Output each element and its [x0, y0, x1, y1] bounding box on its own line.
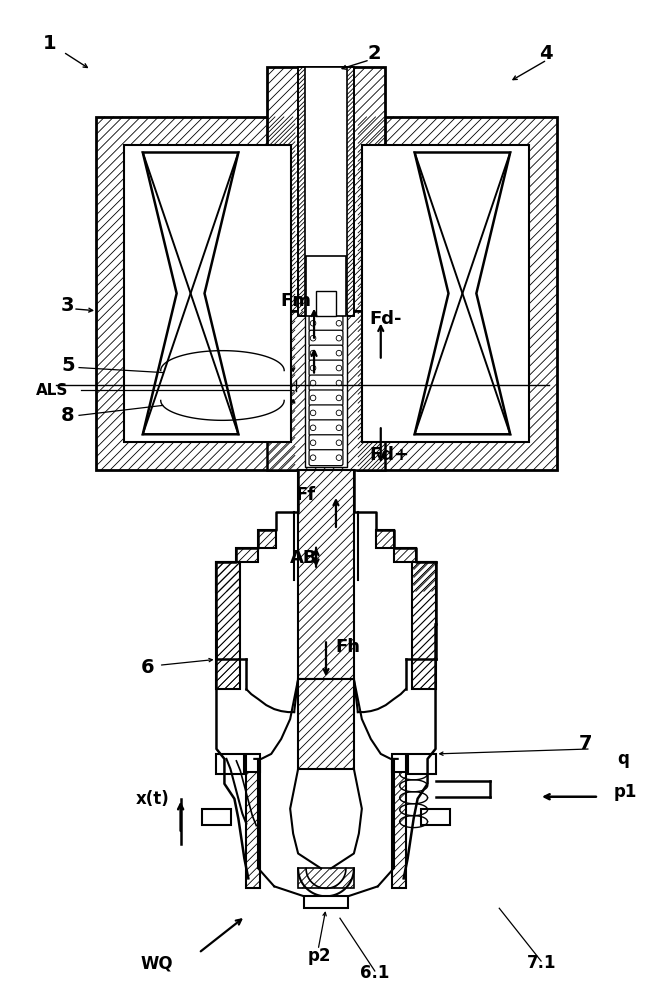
FancyBboxPatch shape	[309, 435, 343, 451]
Text: 2: 2	[368, 44, 381, 63]
FancyBboxPatch shape	[309, 375, 343, 391]
Circle shape	[310, 335, 316, 341]
Bar	[246, 754, 261, 772]
Bar	[202, 809, 231, 825]
Bar	[246, 759, 261, 888]
Circle shape	[310, 380, 316, 386]
Circle shape	[336, 320, 342, 326]
Bar	[392, 754, 406, 772]
FancyBboxPatch shape	[309, 405, 343, 421]
Bar	[298, 67, 354, 316]
Text: WQ: WQ	[141, 954, 174, 972]
Text: p2: p2	[308, 947, 332, 965]
Text: q: q	[617, 750, 629, 768]
Text: 4: 4	[539, 44, 552, 63]
Bar	[306, 256, 346, 316]
Bar	[305, 314, 347, 467]
Circle shape	[310, 365, 316, 371]
Text: Fd-: Fd-	[370, 310, 402, 328]
Circle shape	[336, 335, 342, 341]
FancyBboxPatch shape	[309, 390, 343, 406]
Circle shape	[310, 395, 316, 401]
Text: Fh: Fh	[335, 638, 360, 656]
Text: Fd+: Fd+	[370, 446, 410, 464]
Circle shape	[310, 455, 316, 460]
Circle shape	[336, 455, 342, 460]
FancyBboxPatch shape	[309, 345, 343, 361]
Text: 8: 8	[61, 406, 74, 425]
Bar	[96, 117, 295, 470]
Text: Fm: Fm	[280, 292, 311, 310]
Bar	[217, 562, 240, 689]
Circle shape	[310, 425, 316, 431]
Circle shape	[336, 410, 342, 416]
Bar	[411, 562, 436, 689]
FancyBboxPatch shape	[309, 315, 343, 331]
Text: p1: p1	[614, 783, 637, 801]
Bar	[236, 548, 259, 562]
Circle shape	[336, 380, 342, 386]
Text: 6.1: 6.1	[360, 964, 389, 982]
Bar	[413, 562, 436, 592]
Bar	[392, 759, 406, 888]
Text: Ff: Ff	[295, 486, 315, 504]
Circle shape	[336, 395, 342, 401]
Polygon shape	[143, 152, 238, 434]
FancyBboxPatch shape	[309, 420, 343, 436]
Bar	[124, 145, 291, 442]
Bar	[407, 754, 436, 774]
Bar	[316, 291, 336, 316]
Text: 7: 7	[579, 734, 592, 753]
FancyBboxPatch shape	[309, 360, 343, 376]
Circle shape	[310, 320, 316, 326]
Bar	[267, 311, 385, 470]
Bar	[298, 679, 354, 769]
Text: 3: 3	[61, 296, 74, 315]
Text: 7.1: 7.1	[527, 954, 556, 972]
Bar	[304, 896, 348, 908]
Bar	[358, 117, 557, 470]
Text: x(t): x(t)	[136, 790, 170, 808]
Polygon shape	[415, 152, 510, 434]
Bar	[259, 530, 276, 548]
FancyBboxPatch shape	[309, 450, 343, 466]
Bar	[305, 67, 347, 316]
Bar	[217, 562, 240, 689]
Circle shape	[336, 365, 342, 371]
Bar	[411, 562, 436, 689]
Bar	[375, 530, 394, 548]
Bar	[298, 470, 354, 679]
Circle shape	[336, 440, 342, 446]
FancyBboxPatch shape	[309, 330, 343, 346]
Bar	[298, 868, 354, 888]
Circle shape	[336, 425, 342, 431]
Bar	[267, 67, 385, 311]
Text: 5: 5	[61, 356, 74, 375]
Circle shape	[310, 350, 316, 356]
Text: 6: 6	[141, 658, 154, 677]
Circle shape	[310, 410, 316, 416]
Text: ALS: ALS	[36, 383, 69, 398]
Bar	[217, 754, 244, 774]
Circle shape	[310, 440, 316, 446]
Text: 1: 1	[43, 34, 57, 53]
Bar	[394, 548, 415, 562]
Bar	[217, 562, 238, 592]
Text: AB: AB	[290, 549, 317, 567]
Bar	[421, 809, 451, 825]
Circle shape	[336, 350, 342, 356]
Bar	[362, 145, 529, 442]
